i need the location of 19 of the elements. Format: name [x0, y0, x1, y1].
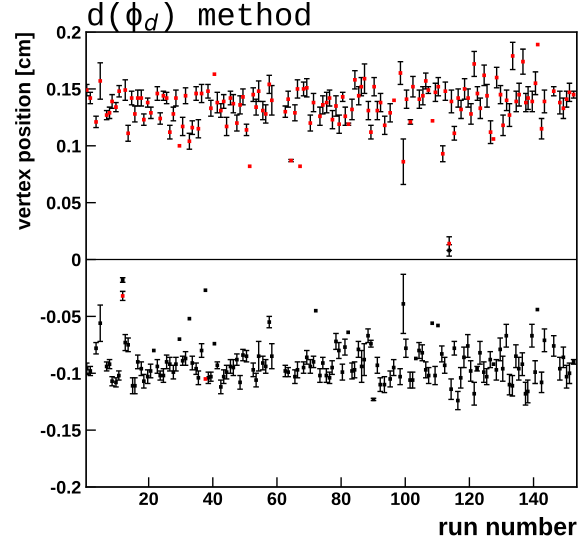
y-tick-label: 0.1	[56, 140, 81, 153]
chart-title: d(ϕ$_{d}$) method	[88, 2, 310, 32]
x-tick-label: 80	[332, 492, 350, 506]
y-tick-label: -0.15	[40, 424, 81, 437]
y-tick-label: 0.05	[46, 196, 81, 210]
x-tick-label: 20	[139, 492, 158, 506]
x-tick-label: 60	[268, 492, 286, 506]
y-tick-label: -0.2	[50, 480, 81, 494]
y-tick-label: 0	[72, 253, 81, 266]
x-tick-label: 140	[520, 492, 548, 506]
y-axis-title: vertex position [cm]	[15, 33, 35, 230]
y-tick-label: 0.2	[56, 26, 81, 39]
x-tick-label: 120	[455, 492, 484, 506]
x-tick-label: 100	[391, 492, 420, 506]
x-tick-label: 40	[203, 492, 222, 506]
y-tick-label: -0.05	[40, 310, 81, 324]
y-tick-label: -0.1	[50, 367, 81, 380]
x-axis-title: run number	[440, 517, 576, 536]
y-tick-label: 0.15	[46, 82, 81, 96]
